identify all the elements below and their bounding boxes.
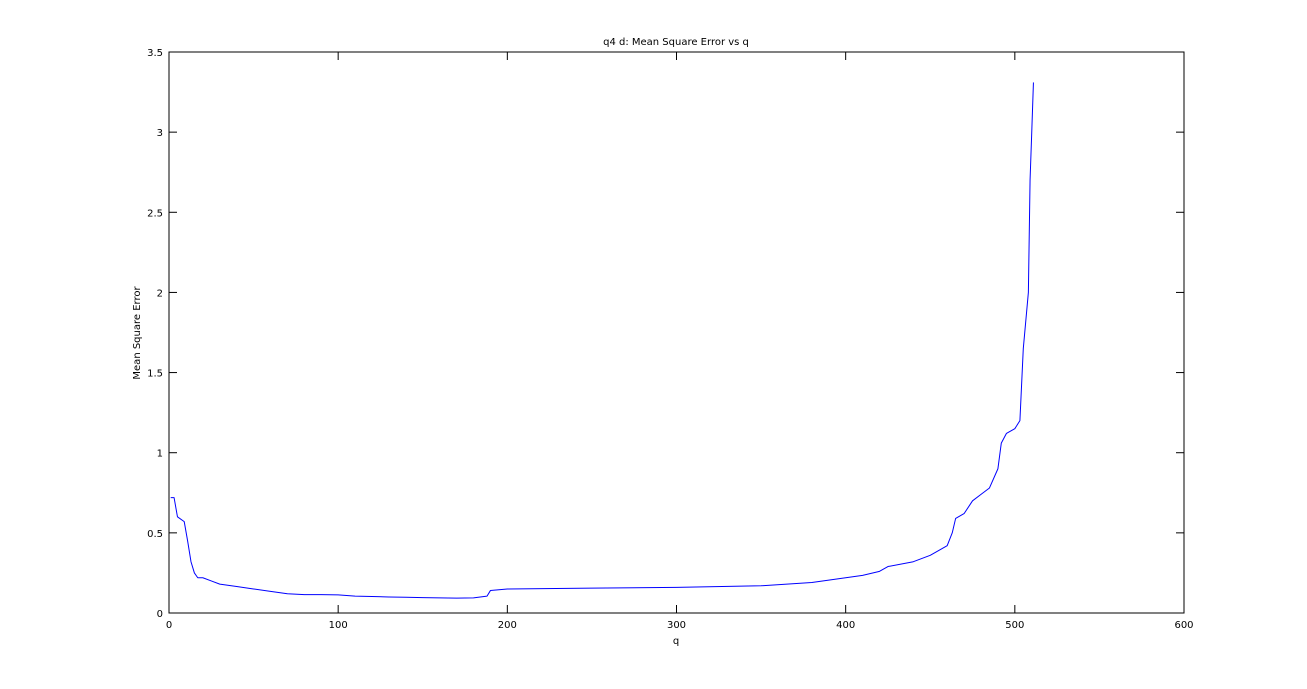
x-tick-label: 200 — [498, 620, 517, 631]
x-tick-label: 100 — [329, 620, 348, 631]
chart-title: q4 d: Mean Square Error vs q — [603, 37, 749, 48]
y-axis-label: Mean Square Error — [132, 286, 143, 380]
y-tick-label: 3 — [157, 128, 163, 139]
plot-area — [168, 51, 1185, 614]
y-tick-label: 3.5 — [147, 48, 163, 59]
x-tick-label: 500 — [1005, 620, 1024, 631]
x-tick-label: 0 — [166, 620, 172, 631]
x-tick-label: 600 — [1174, 620, 1193, 631]
x-tick-label: 400 — [836, 620, 855, 631]
y-axis-tick-labels: 0 0.5 1 1.5 2 2.5 3 3.5 — [147, 48, 163, 620]
y-tick-label: 1.5 — [147, 369, 163, 380]
y-tick-label: 0.5 — [147, 529, 163, 540]
x-axis-label: q — [673, 636, 679, 647]
axis-ticks — [168, 51, 1185, 614]
x-tick-label: 300 — [667, 620, 686, 631]
y-tick-label: 0 — [157, 609, 163, 620]
x-axis-tick-labels: 0 100 200 300 400 500 600 — [166, 620, 1194, 631]
series-line — [170, 82, 1034, 599]
y-tick-label: 1 — [157, 449, 163, 460]
series-layer — [170, 82, 1034, 599]
y-tick-label: 2.5 — [147, 208, 163, 219]
y-tick-label: 2 — [157, 288, 163, 299]
